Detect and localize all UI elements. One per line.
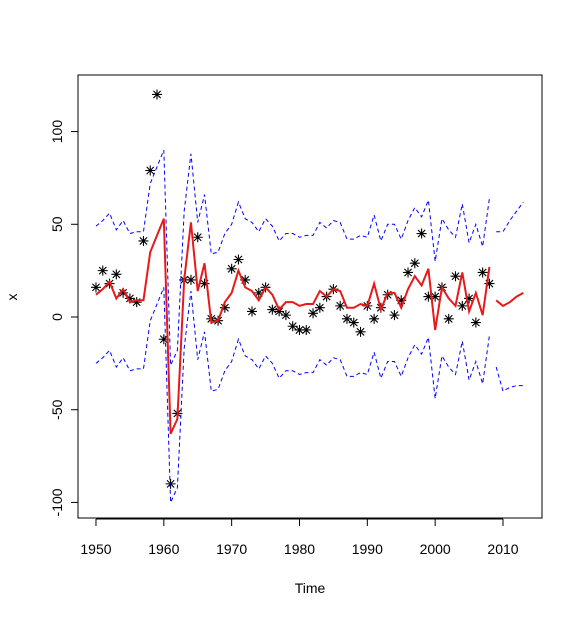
- data-point: [409, 258, 420, 269]
- data-point: [308, 308, 319, 319]
- data-point: [90, 282, 101, 293]
- data-point: [253, 287, 264, 298]
- series-line: [495, 366, 524, 392]
- data-point: [226, 263, 237, 274]
- y-tick-label: -100: [49, 488, 65, 516]
- data-point: [314, 302, 325, 313]
- data-point: [185, 274, 196, 285]
- data-point: [369, 313, 380, 324]
- series-line: [95, 149, 490, 366]
- plot-frame: [77, 74, 543, 519]
- data-point: [131, 297, 142, 308]
- data-point: [450, 271, 461, 282]
- data-point: [484, 278, 495, 289]
- series-line: [495, 292, 524, 308]
- data-point: [240, 274, 251, 285]
- data-point: [118, 287, 129, 298]
- data-point: [430, 291, 441, 302]
- data-point: [416, 228, 427, 239]
- data-point: [464, 293, 475, 304]
- series-line: [95, 218, 491, 435]
- data-point: [219, 302, 230, 313]
- x-tick-label: 2000: [420, 541, 451, 557]
- y-tick-label: 50: [49, 216, 65, 232]
- data-point: [274, 306, 285, 317]
- series-line: [496, 201, 524, 233]
- data-point: [396, 295, 407, 306]
- series-line: [95, 287, 490, 503]
- x-tick-label: 2010: [487, 541, 518, 557]
- x-tick-label: 1950: [80, 541, 111, 557]
- data-point: [152, 89, 163, 100]
- data-point: [301, 324, 312, 335]
- data-point: [348, 317, 359, 328]
- x-tick-label: 1960: [148, 541, 179, 557]
- data-point: [199, 278, 210, 289]
- data-point: [124, 293, 135, 304]
- data-point: [97, 265, 108, 276]
- data-point: [280, 310, 291, 321]
- data-point: [477, 267, 488, 278]
- data-point: [145, 165, 156, 176]
- data-point: [233, 254, 244, 265]
- data-point: [165, 478, 176, 489]
- data-point: [389, 310, 400, 321]
- x-tick-label: 1980: [284, 541, 315, 557]
- data-point: [247, 306, 257, 317]
- data-point: [457, 300, 468, 311]
- y-tick-label: 0: [49, 313, 65, 321]
- data-point: [403, 267, 414, 278]
- data-point: [294, 324, 305, 335]
- data-point: [335, 300, 346, 311]
- data-point: [287, 321, 298, 332]
- data-point: [158, 334, 169, 345]
- y-tick-label: 100: [49, 120, 65, 144]
- data-point: [470, 317, 481, 328]
- data-point: [192, 232, 203, 243]
- data-point: [341, 313, 352, 324]
- data-point: [443, 313, 454, 324]
- x-tick-label: 1970: [216, 541, 247, 557]
- data-point: [111, 269, 122, 280]
- data-point: [267, 304, 278, 315]
- data-point: [423, 291, 434, 302]
- y-axis-label: x: [4, 294, 20, 301]
- data-point: [355, 326, 366, 337]
- x-tick-label: 1990: [352, 541, 383, 557]
- y-tick-label: -50: [49, 399, 65, 419]
- data-point: [138, 235, 149, 246]
- x-axis-label: Time: [295, 580, 326, 596]
